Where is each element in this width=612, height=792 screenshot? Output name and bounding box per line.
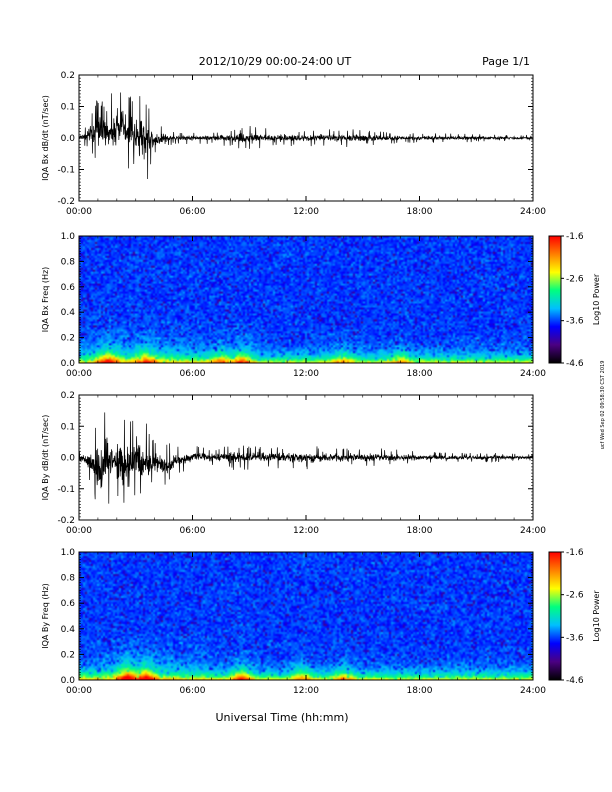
bx-spectrogram-panel: 1.0 0.8 0.6 0.4 0.2 0.000:00 06:00 12:00 18:00 24… <box>41 232 546 379</box>
x-tick-label: 18:00 <box>407 207 433 217</box>
y-tick-label: 0.4 <box>61 308 76 318</box>
x-tick-label: 12:00 <box>293 526 319 536</box>
bx-colorbar: -1.6 -2.6 -3.6 -4.6 Log10 Power <box>548 232 601 369</box>
x-tick-label: 24:00 <box>520 207 546 217</box>
y-tick-label: 0.1 <box>61 103 75 113</box>
x-tick-label: 06:00 <box>180 369 206 379</box>
x-tick-label: 18:00 <box>407 526 433 536</box>
colorbar-tick-label: -3.6 <box>566 317 584 327</box>
y-tick-label: -0.2 <box>57 516 75 526</box>
by-colorbar: -1.6 -2.6 -3.6 -4.6 Log10 Power <box>548 548 601 686</box>
x-tick-label: 12:00 <box>293 686 319 696</box>
y-tick-label: 0.2 <box>61 71 75 81</box>
y-tick-label: 1.0 <box>61 548 76 558</box>
x-tick-label: 00:00 <box>66 686 92 696</box>
x-tick-label: 12:00 <box>293 369 319 379</box>
spectrogram-image <box>79 236 533 363</box>
y-axis-title: IQA By dB/dt (nT/sec) <box>41 415 50 501</box>
y-tick-label: 0.2 <box>61 650 75 660</box>
x-tick-label: 18:00 <box>407 369 433 379</box>
x-tick-label: 06:00 <box>180 207 206 217</box>
y-axis-title: IQA By Freq (Hz) <box>41 583 50 649</box>
x-tick-label: 12:00 <box>293 207 319 217</box>
colorbar-tick-label: -1.6 <box>566 232 584 242</box>
colorbar-tick-label: -3.6 <box>566 633 584 643</box>
y-tick-label: -0.2 <box>57 197 75 207</box>
y-tick-label: 0.4 <box>61 625 76 635</box>
y-axis-title: IQA Bx Freq (Hz) <box>41 267 50 333</box>
bx-waveform-panel: 0.2 0.1 0.0 -0.1 -0.200:00 06:00 12:00 18:00 24:… <box>41 71 546 217</box>
y-tick-label: -0.1 <box>57 485 75 495</box>
page-number: Page 1/1 <box>482 55 530 68</box>
y-tick-label: 0.8 <box>61 257 76 267</box>
series-line <box>78 92 534 179</box>
y-tick-label: 0.0 <box>61 359 76 369</box>
x-tick-label: 00:00 <box>66 526 92 536</box>
x-tick-label: 24:00 <box>520 526 546 536</box>
colorbar-title: Log10 Power <box>592 590 601 642</box>
colorbar-scale <box>548 235 562 364</box>
x-tick-label: 24:00 <box>520 369 546 379</box>
x-tick-label: 06:00 <box>180 526 206 536</box>
x-tick-label: 24:00 <box>520 686 546 696</box>
colorbar-title: Log10 Power <box>592 273 601 325</box>
x-tick-label: 18:00 <box>407 686 433 696</box>
y-tick-label: 1.0 <box>61 232 76 242</box>
colorbar-tick-label: -4.6 <box>566 359 584 369</box>
y-tick-label: 0.1 <box>61 422 75 432</box>
y-tick-label: 0.2 <box>61 391 75 401</box>
y-tick-label: 0.0 <box>61 676 76 686</box>
colorbar-tick-label: -4.6 <box>566 676 584 686</box>
generation-stamp: ucf Wed Sep 02 09:58:30 CST 2019 <box>600 361 606 450</box>
y-tick-label: 0.6 <box>61 283 76 293</box>
plot-title: 2012/10/29 00:00-24:00 UT <box>199 55 352 68</box>
x-tick-label: 00:00 <box>66 369 92 379</box>
x-tick-label: 06:00 <box>180 686 206 696</box>
y-tick-label: -0.1 <box>57 166 75 176</box>
y-tick-label: 0.2 <box>61 334 75 344</box>
series-line <box>78 412 534 504</box>
colorbar-scale <box>548 551 562 681</box>
colorbar-tick-label: -2.6 <box>566 274 584 284</box>
y-tick-label: 0.0 <box>61 454 76 464</box>
spectrogram-image <box>79 552 533 680</box>
y-axis-title: IQA Bx dB/dt (nT/sec) <box>41 95 50 181</box>
by-spectrogram-panel: 1.0 0.8 0.6 0.4 0.2 0.000:00 06:00 12:00 18:00 24… <box>41 548 546 696</box>
y-tick-label: 0.0 <box>61 134 76 144</box>
x-tick-label: 00:00 <box>66 207 92 217</box>
by-waveform-panel: 0.2 0.1 0.0 -0.1 -0.200:00 06:00 12:00 18:00 24:… <box>41 391 546 536</box>
y-tick-label: 0.6 <box>61 599 76 609</box>
x-axis-title: Universal Time (hh:mm) <box>216 711 349 724</box>
colorbar-tick-label: -1.6 <box>566 548 584 558</box>
y-tick-label: 0.8 <box>61 574 76 584</box>
colorbar-tick-label: -2.6 <box>566 591 584 601</box>
